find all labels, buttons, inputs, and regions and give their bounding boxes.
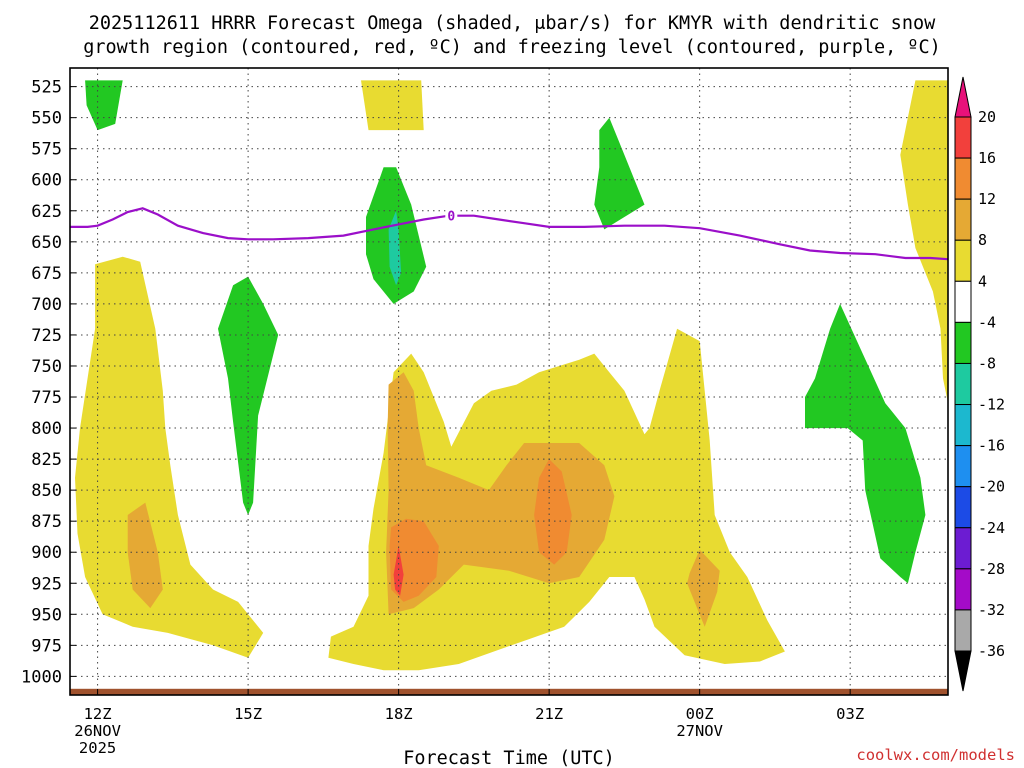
colorbar-box-4 [954,280,972,323]
y-tick-label-875: 875 [31,512,62,532]
y-tick-label-700: 700 [31,295,62,315]
y-tick-label-925: 925 [31,574,62,594]
chart-title-line1: 2025112611 HRRR Forecast Omega (shaded, … [89,13,936,34]
x-tick-label-12-2: 2025 [79,739,116,757]
y-tick-label-675: 675 [31,264,62,284]
grid-layer [70,68,948,695]
colorbar-label-12: -32 [978,601,1005,619]
colorbar-label-1: 16 [978,149,996,167]
omega-region-0 [75,256,264,658]
colorbar-label-11: -28 [978,560,1005,578]
omega-region-8 [361,80,424,131]
colorbar-box-6 [954,362,972,406]
watermark: coolwx.com/models [856,746,1015,764]
y-tick-label-550: 550 [31,109,62,129]
omega-region-9 [900,80,948,404]
colorbar-box-11 [954,568,972,611]
y-tick-label-750: 750 [31,357,62,377]
x-tick-label-12-0: 12Z [84,705,112,723]
colorbar-label-9: -20 [978,478,1005,496]
colorbar-box-3 [954,239,972,282]
colorbar-label-2: 12 [978,190,996,208]
colorbar-label-10: -24 [978,519,1005,537]
terrain-layer [70,688,948,695]
colorbar-bottom-arrow [954,650,972,692]
x-tick-label-21-0: 21Z [535,705,563,723]
omega-shading-layer [75,80,948,671]
colorbar-box-5 [954,321,972,364]
y-tick-label-975: 975 [31,636,62,656]
colorbar-label-5: -4 [978,313,996,331]
y-tick-label-800: 800 [31,419,62,439]
freezing-level-label-bg [445,207,458,222]
x-tick-label-18-0: 18Z [385,705,413,723]
pressure-axis: 525 550 575 600 625 650 675 700 725 750 775 800 825 8… [21,78,76,687]
freezing-level-line [70,207,948,261]
y-tick-label-525: 525 [31,78,62,98]
colorbar-label-8: -16 [978,437,1005,455]
y-tick-label-1000: 1000 [21,667,62,687]
x-tick-label-24-0: 00Z [686,705,714,723]
x-tick-label-15-0: 15Z [234,705,262,723]
colorbar-box-0 [954,116,972,159]
y-tick-label-725: 725 [31,326,62,346]
colorbar-top-arrow [954,76,972,118]
colorbar-label-13: -36 [978,642,1005,660]
plot-frame [69,67,949,696]
x-tick-label-12-1: 26NOV [74,722,121,740]
omega-region-11 [218,276,279,515]
colorbar-label-7: -12 [978,396,1005,414]
y-tick-label-950: 950 [31,605,62,625]
omega-region-15 [805,303,926,584]
y-tick-label-625: 625 [31,202,62,222]
y-tick-label-650: 650 [31,233,62,253]
omega-region-7 [687,549,720,627]
colorbar-box-9 [954,486,972,529]
y-tick-label-575: 575 [31,140,62,160]
colorbar-label-0: 20 [978,108,996,126]
chart-title-line2: growth region (contoured, red, ºC) and f… [83,37,941,58]
colorbar-box-2 [954,198,972,241]
freezing-level-layer: 0 [70,207,948,261]
colorbar-box-1 [954,157,972,200]
x-tick-label-24-1: 27NOV [676,722,723,740]
y-tick-label-825: 825 [31,450,62,470]
colorbar-label-4: 4 [978,272,987,290]
colorbar-box-7 [954,404,972,447]
y-tick-label-900: 900 [31,543,62,563]
omega-region-14 [594,117,645,230]
omega-region-5 [534,459,572,565]
freezing-level-label: 0 [447,210,455,225]
y-tick-label-600: 600 [31,171,62,191]
colorbar-box-8 [954,445,972,488]
y-tick-label-850: 850 [31,481,62,501]
colorbar-box-12 [954,609,972,652]
x-axis-label: Forecast Time (UTC) [403,748,615,768]
colorbar-label-6: -8 [978,354,996,372]
y-tick-label-775: 775 [31,388,62,408]
colorbar-label-3: 8 [978,231,987,249]
x-tick-label-27-0: 03Z [836,705,864,723]
terrain-band [70,688,948,695]
omega-region-1 [127,502,163,609]
omega-region-10 [85,80,123,131]
omega-region-13 [388,210,402,286]
colorbar-box-10 [954,527,972,570]
colorbar: 20 16 12 8 4 -4 -8 -12 -16 -20 -24 -28 -32 -36 [954,76,1005,692]
